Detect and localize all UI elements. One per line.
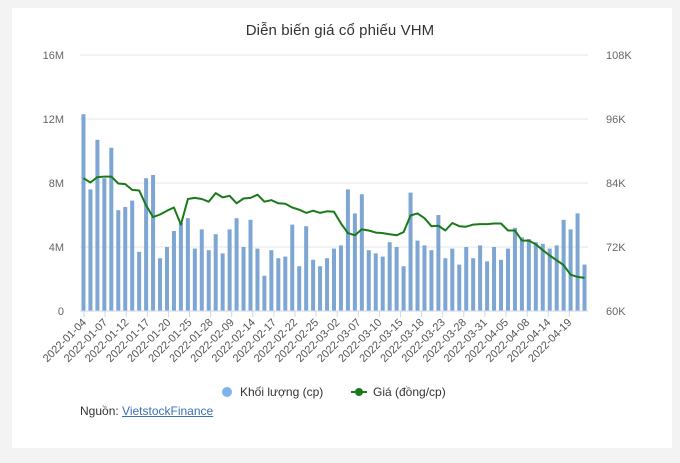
volume-bar[interactable] (485, 261, 490, 311)
volume-bar[interactable] (290, 224, 295, 311)
y-left-tick: 12M (43, 114, 64, 126)
volume-bar[interactable] (436, 215, 441, 311)
volume-legend-dot-icon (222, 387, 232, 397)
y-right-tick: 96K (606, 114, 626, 126)
volume-bar[interactable] (234, 218, 239, 311)
volume-bar[interactable] (401, 266, 406, 311)
volume-bar[interactable] (429, 250, 434, 311)
volume-bar[interactable] (450, 248, 455, 311)
volume-bar[interactable] (422, 245, 427, 311)
y-axis-left: 0 4M 8M 12M 16M (43, 50, 64, 318)
volume-bar[interactable] (269, 250, 274, 311)
price-line[interactable] (82, 175, 585, 279)
source-prefix: Nguồn: (80, 404, 123, 418)
volume-bar[interactable] (116, 210, 121, 311)
volume-bar[interactable] (575, 213, 580, 311)
volume-bar[interactable] (151, 175, 156, 311)
volume-bar[interactable] (164, 247, 169, 311)
volume-bar[interactable] (366, 250, 371, 311)
volume-bar[interactable] (241, 247, 246, 311)
volume-bar[interactable] (519, 237, 524, 311)
volume-bar[interactable] (276, 258, 281, 311)
volume-bar[interactable] (387, 242, 392, 311)
volume-bar[interactable] (318, 266, 323, 311)
volume-bar[interactable] (345, 189, 350, 311)
legend-price-label: Giá (đồng/cp) (373, 385, 446, 399)
volume-bar[interactable] (512, 227, 517, 311)
volume-bar[interactable] (206, 250, 211, 311)
volume-bar[interactable] (304, 226, 309, 311)
volume-bar[interactable] (123, 207, 128, 311)
volume-bar[interactable] (102, 178, 107, 311)
volume-bar[interactable] (443, 258, 448, 311)
y-right-tick: 84K (606, 178, 626, 190)
volume-bar[interactable] (171, 231, 176, 311)
legend: Khối lượng (cp) Giá (đồng/cp) (0, 385, 680, 403)
volume-bar[interactable] (499, 259, 504, 311)
volume-bar[interactable] (492, 247, 497, 311)
volume-bar[interactable] (178, 223, 183, 311)
volume-bar[interactable] (213, 234, 218, 311)
volume-bar[interactable] (464, 247, 469, 311)
volume-bar[interactable] (199, 229, 204, 311)
volume-bar[interactable] (533, 242, 538, 311)
volume-bar[interactable] (415, 240, 420, 311)
volume-bar[interactable] (380, 256, 385, 311)
volume-bar[interactable] (505, 248, 510, 311)
y-left-tick: 16M (43, 50, 64, 62)
volume-bar[interactable] (471, 258, 476, 311)
volume-bar[interactable] (373, 253, 378, 311)
volume-bar[interactable] (311, 259, 316, 311)
volume-bar[interactable] (554, 245, 559, 311)
volume-bar[interactable] (227, 229, 232, 311)
legend-item-price[interactable]: Giá (đồng/cp) (351, 385, 446, 399)
volume-bar[interactable] (130, 200, 135, 311)
source-note: Nguồn: VietstockFinance (80, 404, 213, 418)
volume-bar[interactable] (408, 192, 413, 311)
y-right-tick: 108K (606, 50, 632, 62)
volume-bar[interactable] (158, 258, 163, 311)
y-left-tick: 4M (49, 242, 64, 254)
volume-bar[interactable] (297, 266, 302, 311)
volume-bars[interactable] (81, 114, 587, 311)
volume-bar[interactable] (137, 251, 142, 311)
volume-bar[interactable] (352, 213, 357, 311)
volume-bar[interactable] (526, 239, 531, 311)
volume-bar[interactable] (283, 256, 288, 311)
volume-bar[interactable] (81, 114, 86, 311)
volume-bar[interactable] (457, 264, 462, 311)
volume-bar[interactable] (262, 275, 267, 311)
volume-bar[interactable] (568, 229, 573, 311)
x-axis: 2022-01-042022-01-072022-01-122022-01-17… (41, 310, 588, 365)
volume-bar[interactable] (95, 139, 100, 311)
volume-bar[interactable] (144, 178, 149, 311)
y-right-tick: 72K (606, 242, 626, 254)
chart-title: Diễn biến giá cổ phiếu VHM (245, 22, 435, 39)
volume-bar[interactable] (547, 248, 552, 311)
volume-bar[interactable] (192, 248, 197, 311)
volume-bar[interactable] (582, 264, 587, 311)
volume-bar[interactable] (338, 245, 343, 311)
volume-bar[interactable] (185, 218, 190, 311)
volume-bar[interactable] (478, 245, 483, 311)
y-right-tick: 60K (606, 306, 626, 318)
volume-bar[interactable] (394, 247, 399, 311)
volume-bar[interactable] (540, 243, 545, 311)
legend-item-volume[interactable]: Khối lượng (cp) (222, 385, 323, 399)
price-legend-line-icon (351, 387, 367, 397)
volume-bar[interactable] (325, 258, 330, 311)
volume-bar[interactable] (220, 253, 225, 311)
volume-bar[interactable] (332, 248, 336, 311)
legend-volume-label: Khối lượng (cp) (240, 385, 324, 399)
source-link[interactable]: VietstockFinance (122, 404, 214, 418)
y-left-tick: 8M (49, 178, 64, 190)
volume-bar[interactable] (255, 248, 260, 311)
volume-bar[interactable] (109, 147, 114, 311)
y-left-tick: 0 (58, 306, 64, 318)
volume-bar[interactable] (359, 194, 364, 311)
y-axis-right: 60K 72K 84K 96K 108K (606, 50, 632, 318)
volume-bar[interactable] (248, 219, 253, 311)
volume-bar[interactable] (88, 189, 93, 311)
